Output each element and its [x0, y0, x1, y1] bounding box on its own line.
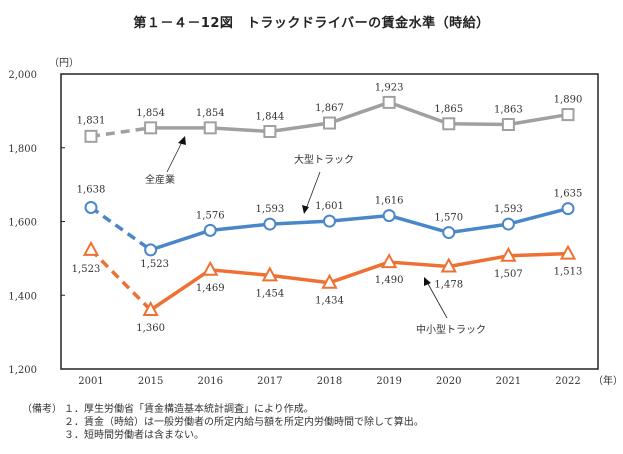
data-label: 1,854 — [136, 108, 165, 119]
data-point-square — [203, 121, 217, 135]
notes-head: （備考） — [22, 404, 62, 415]
x-tick-label: 2021 — [496, 376, 521, 387]
data-label: 1,523 — [72, 264, 101, 275]
data-label: 1,854 — [196, 108, 225, 119]
data-point-triangle — [380, 252, 398, 269]
x-tick-label: 2018 — [317, 376, 342, 387]
note-item: ３．短時間労働者は含まない。 — [64, 430, 204, 441]
annotation-arrow-small-medium-truck — [426, 281, 448, 319]
y-tick-label: 1,400 — [8, 291, 37, 302]
data-label: 1,865 — [434, 104, 463, 115]
data-point-circle — [382, 209, 396, 223]
data-label: 1,890 — [554, 95, 583, 106]
data-label: 1,469 — [196, 283, 225, 294]
y-axis-unit-label: （円） — [49, 57, 79, 69]
data-label: 1,923 — [375, 82, 404, 93]
data-point-square — [263, 125, 277, 139]
line-chart: （円） （年） 2,000 1,800 1,600 1,400 1,200 2001 20… — [8, 57, 623, 387]
data-point-circle — [501, 217, 515, 231]
annotation-arrow-large-truck — [305, 171, 321, 210]
data-point-circle — [561, 202, 575, 216]
data-label: 1,576 — [196, 210, 225, 221]
data-label: 1,844 — [256, 112, 285, 123]
data-point-circle — [263, 217, 277, 231]
data-point-triangle — [559, 244, 577, 260]
data-label: 1,454 — [256, 288, 285, 299]
data-point-triangle — [500, 246, 517, 262]
data-label: 1,616 — [375, 196, 404, 207]
data-point-square — [501, 118, 515, 132]
data-point-triangle — [82, 240, 100, 256]
data-point-square — [144, 121, 158, 135]
data-point-circle — [203, 223, 217, 237]
data-label: 1,601 — [315, 201, 344, 212]
series-line — [149, 251, 569, 312]
x-tick-label: 2019 — [376, 376, 401, 387]
x-tick-label: 2016 — [198, 376, 223, 387]
annotation-label-large-truck: 大型トラック — [294, 153, 354, 166]
data-point-square — [323, 116, 336, 130]
annotation-label-small-medium-truck: 中小型トラック — [416, 323, 486, 336]
annotation-arrow-all-industries — [166, 139, 184, 173]
data-label: 1,570 — [434, 213, 463, 224]
data-point-triangle — [142, 300, 159, 316]
data-point-circle — [323, 214, 336, 228]
data-label: 1,490 — [375, 275, 404, 286]
arrowhead-icon — [424, 277, 431, 286]
y-tick-label: 1,200 — [8, 365, 37, 376]
data-label: 1,635 — [554, 189, 583, 200]
data-label: 1,523 — [140, 259, 169, 270]
series-line — [150, 100, 569, 134]
data-label: 1,867 — [315, 103, 344, 114]
data-label: 1,360 — [136, 323, 165, 334]
data-point-triangle — [261, 266, 279, 282]
data-point-circle — [442, 226, 456, 240]
data-point-triangle — [321, 273, 338, 289]
data-point-triangle — [202, 260, 219, 276]
notes: （備考） １．厚生労働省「賃金構造基本統計調査」により作成。 ２．賃金（時給）は… — [22, 403, 424, 442]
annotation-label-all-industries: 全産業 — [145, 173, 175, 186]
data-label: 1,478 — [434, 279, 463, 290]
data-label: 1,434 — [315, 296, 344, 307]
x-tick-label: 2022 — [555, 376, 580, 387]
x-tick-label: 2020 — [436, 376, 461, 387]
data-label: 1,863 — [494, 105, 523, 116]
data-point-square — [382, 95, 396, 109]
chart-title: 第１－４－12図 トラックドライバーの賃金水準（時給） — [133, 16, 490, 31]
data-label: 1,593 — [256, 204, 285, 215]
series-line — [150, 206, 569, 252]
arrowhead-icon — [178, 136, 186, 145]
data-label: 1,593 — [494, 204, 523, 215]
data-point-circle — [144, 243, 158, 257]
data-point-square — [84, 129, 98, 143]
data-label: 1,513 — [554, 267, 583, 278]
x-tick-label: 2001 — [78, 376, 103, 387]
series-line-dashed-segment — [90, 126, 151, 139]
data-label: 1,638 — [77, 184, 106, 195]
data-point-circle — [84, 200, 98, 214]
data-point-square — [561, 108, 575, 122]
x-tick-label: 2017 — [257, 376, 282, 387]
series-line-dashed-segment — [89, 206, 152, 252]
x-axis-unit-label: （年） — [593, 374, 623, 387]
x-tick-label: 2015 — [138, 376, 163, 387]
data-label: 1,507 — [494, 269, 523, 280]
y-tick-label: 2,000 — [8, 70, 37, 81]
arrowhead-icon — [302, 205, 309, 214]
data-label: 1,831 — [77, 115, 106, 126]
y-tick-label: 1,800 — [8, 144, 37, 155]
data-point-square — [442, 117, 456, 131]
note-item: ２．賃金（時給）は一般労働者の所定内給与額を所定内労働時間で除して算出。 — [64, 417, 424, 428]
y-tick-label: 1,600 — [8, 218, 37, 229]
note-item: １．厚生労働省「賃金構造基本統計調査」により作成。 — [64, 404, 314, 415]
data-point-triangle — [440, 257, 457, 273]
